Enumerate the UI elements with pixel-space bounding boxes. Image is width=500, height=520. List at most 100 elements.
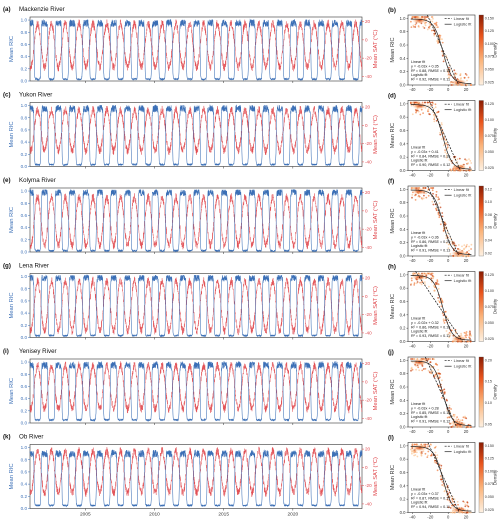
density-point [461, 245, 463, 248]
timeseries-panel-a: (a) Mackenzie River 0.0 0.2 0.4 0.6 0.8 1.0 20 0 -… [3, 6, 379, 84]
density-point [437, 299, 440, 302]
ytick-label-right: 20 [365, 361, 371, 366]
density-point [433, 375, 435, 378]
series-ric-line [29, 360, 363, 422]
panel-label-d: (d) [388, 93, 396, 100]
density-point [411, 113, 414, 116]
density-point [410, 366, 413, 369]
density-point [464, 73, 467, 75]
density-point [465, 159, 467, 162]
ylabel-right: Mean SAT (°C) [373, 457, 379, 496]
colorbar-tick-label: 0.150 [485, 444, 494, 448]
panel-title-k: Ob River [19, 434, 43, 441]
density-point [435, 209, 438, 212]
density-point [431, 187, 434, 190]
density-point [430, 29, 433, 32]
density-point [440, 467, 442, 470]
xtick-label: 2015 [218, 512, 229, 518]
density-point [422, 25, 425, 28]
ytick-label-right: -20 [365, 312, 372, 317]
density-point [441, 300, 444, 303]
scatter-xtick-label: -40 [409, 173, 416, 178]
scatter-xtick-label: -40 [409, 258, 416, 263]
logistic-fit-line [410, 360, 472, 426]
axes-frame-a [29, 16, 363, 82]
density-point [466, 426, 468, 428]
density-point [444, 310, 446, 313]
density-point [427, 110, 429, 113]
ytick-label-left: 0.2 [21, 152, 28, 157]
density-point [436, 280, 439, 283]
density-point [453, 415, 456, 418]
scatter-ytick-label: 0.6 [400, 385, 406, 390]
colorbar-tick-label: 0.10 [485, 200, 492, 204]
axes-frame-c [29, 102, 363, 167]
colorbar-tick-label: 0.125 [485, 29, 494, 33]
panel-label-g: (g) [3, 263, 11, 270]
ytick-label-left: 0.8 [21, 115, 28, 120]
panel-label-c: (c) [3, 92, 11, 99]
fit-stats-text: y = -0.03x + 0.35 [411, 64, 439, 68]
density-point [440, 122, 443, 124]
density-point [431, 358, 434, 360]
density-point [433, 284, 435, 287]
density-point [410, 187, 413, 189]
density-point [415, 111, 417, 114]
scatter-ytick-label: 0.2 [400, 155, 406, 160]
fit-stats-text: R² = 0.84, RMSE = 0.16 [411, 154, 450, 158]
ytick-label-left: 1.0 [21, 360, 28, 365]
density-point [418, 195, 421, 198]
density-core-high [411, 16, 428, 24]
ytick-label-left: 0.8 [21, 201, 28, 206]
density-point [438, 283, 440, 286]
scatter-ytick-label: 0.4 [400, 141, 406, 146]
density-point [434, 103, 437, 106]
colorbar-tick-label: 0.100 [485, 469, 494, 473]
ytick-label-right: -40 [365, 331, 372, 336]
colorbar [478, 271, 484, 342]
density-point [412, 272, 415, 275]
ytick-label-left: 0.0 [21, 506, 28, 511]
colorbar-tick-label: 0.08 [485, 213, 492, 217]
scatter-ytick-label: 0.6 [400, 214, 406, 219]
fit-stats-text: R² = 0.93, RMSE = 0.11 [411, 334, 450, 338]
density-point [468, 255, 471, 257]
density-point [436, 26, 439, 28]
density-point [414, 26, 417, 28]
density-point [416, 281, 419, 283]
density-point [470, 243, 473, 246]
ylabel-left: Mean RIC [9, 463, 15, 489]
density-point [447, 74, 450, 76]
density-point [435, 207, 437, 210]
colorbar-tick-label: 0.100 [485, 42, 494, 46]
row-ab: (a) Mackenzie River 0.0 0.2 0.4 0.6 0.8 1.0 20 0 -… [3, 6, 498, 92]
fit-stats-text: Logistic fit [411, 501, 427, 505]
logistic-fit-line [410, 446, 472, 512]
density-point [411, 449, 413, 452]
density-point [423, 281, 426, 283]
colorbar [478, 14, 484, 86]
density-point [434, 459, 437, 462]
density-point [428, 285, 430, 288]
density-point [441, 484, 444, 486]
density-point [415, 368, 417, 371]
density-point [440, 464, 443, 467]
density-point [464, 503, 467, 506]
panel-title-e: Kolyma River [19, 177, 56, 184]
density-point [449, 253, 452, 255]
density-point [464, 505, 467, 508]
density-point [431, 104, 433, 107]
linear-fit-line [415, 271, 463, 342]
density-point [435, 363, 438, 366]
density-point [418, 369, 421, 372]
scatter-xtick-label: -40 [409, 429, 416, 434]
axes-frame-i [29, 358, 363, 424]
density-point [437, 287, 440, 290]
density-point [441, 138, 443, 140]
axes-frame-e [29, 187, 363, 253]
density-point [429, 105, 432, 108]
density-point [446, 399, 448, 402]
density-point [434, 373, 437, 376]
ytick-label-right: 20 [365, 447, 371, 452]
legend-logistic-label: Logistic fit [454, 193, 473, 198]
